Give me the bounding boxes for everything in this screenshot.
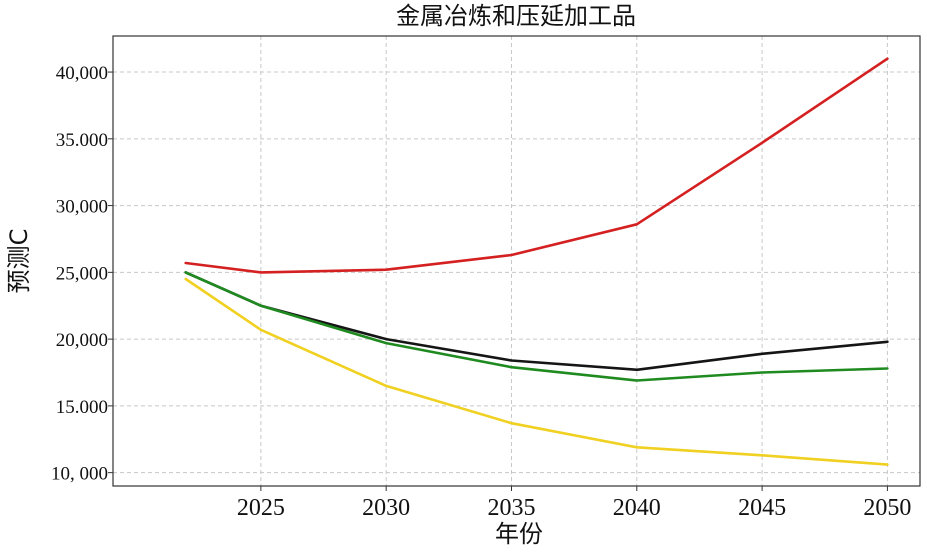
chart-title: 金属冶炼和压延加工品 bbox=[396, 2, 636, 30]
x-axis-ticks: 2025 2030 2035 2040 2045 2050 bbox=[237, 486, 911, 521]
grid bbox=[113, 36, 920, 486]
x-tick-label: 2035 bbox=[487, 495, 535, 521]
x-axis-label: 年份 bbox=[495, 520, 543, 548]
series-line bbox=[184, 271, 889, 382]
y-tick-label: 25,000 bbox=[56, 263, 108, 284]
y-tick-label: 40,000 bbox=[56, 63, 108, 84]
plot-frame bbox=[112, 35, 921, 487]
series-lines bbox=[184, 57, 889, 466]
x-tick-label: 2040 bbox=[613, 495, 661, 521]
y-axis-ticks: 10, 000 15.000 20,000 25,000 30,000 35.000 40,… bbox=[51, 63, 113, 485]
x-tick-label: 2045 bbox=[738, 495, 786, 521]
y-tick-label: 20,000 bbox=[56, 330, 108, 351]
series-line bbox=[184, 277, 889, 466]
series-line bbox=[184, 57, 889, 274]
y-tick-label: 35.000 bbox=[56, 130, 108, 151]
x-tick-label: 2025 bbox=[237, 495, 285, 521]
x-tick-label: 2050 bbox=[863, 495, 911, 521]
y-axis-label: 预测C bbox=[5, 229, 33, 294]
x-tick-label: 2030 bbox=[362, 495, 410, 521]
y-tick-label: 10, 000 bbox=[51, 464, 108, 485]
y-tick-label: 15.000 bbox=[56, 397, 108, 418]
y-tick-label: 30,000 bbox=[56, 197, 108, 218]
series-line bbox=[184, 271, 889, 372]
